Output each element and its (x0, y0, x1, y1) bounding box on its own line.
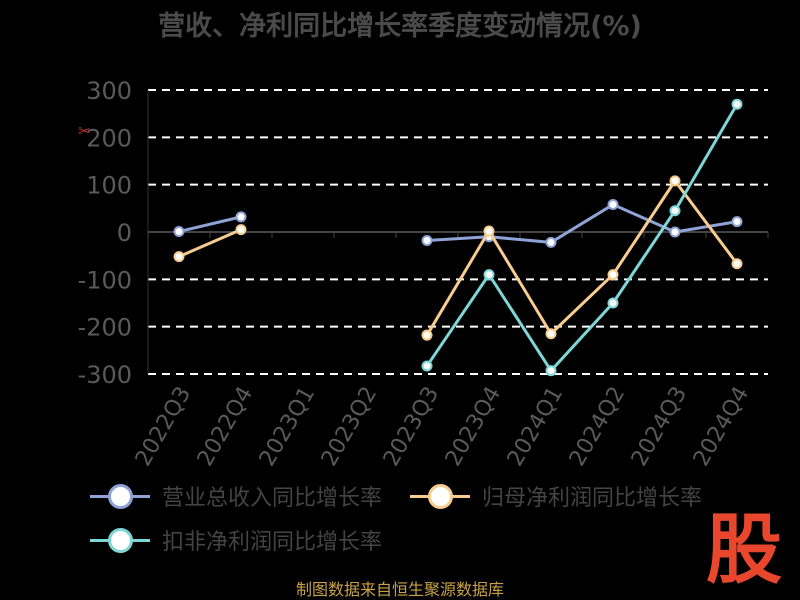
y-tick-label: -200 (78, 314, 132, 342)
y-tick-label: 300 (86, 77, 132, 105)
data-point (731, 98, 743, 110)
legend-label-revenue: 营业总收入同比增长率 (162, 486, 383, 511)
data-point (421, 235, 433, 247)
series-line (425, 103, 739, 373)
legend-marker-deducted-profit (90, 528, 150, 553)
data-point (235, 224, 247, 236)
data-point (669, 226, 681, 238)
series-line (426, 203, 738, 244)
data-point (483, 269, 495, 281)
data-point (669, 205, 681, 217)
x-tick-label: 2024Q4 (689, 383, 754, 471)
y-tick-label: 100 (86, 172, 132, 200)
x-tick-label: 2022Q4 (193, 383, 258, 471)
series-1 (173, 175, 743, 341)
data-point (545, 236, 557, 248)
legend-item-net-profit[interactable]: 归母净利润同比增长率 (410, 480, 702, 512)
x-tick-label: 2024Q3 (627, 383, 692, 471)
data-point (607, 199, 619, 211)
y-tick-label: 0 (117, 219, 132, 247)
x-tick-label: 2024Q2 (565, 383, 630, 471)
legend-marker-net-profit (410, 484, 470, 509)
legend-item-revenue[interactable]: 营业总收入同比增长率 (90, 480, 382, 512)
y-tick-label: 200 (86, 124, 132, 152)
data-source-note: 制图数据来自恒生聚源数据库 (295, 580, 504, 599)
x-tick-label: 2023Q1 (255, 383, 320, 471)
series-2 (421, 98, 743, 377)
x-tick-label: 2023Q3 (379, 383, 444, 471)
x-tick-label: 2022Q3 (131, 383, 196, 471)
data-point (607, 269, 619, 281)
series-line (178, 215, 242, 233)
legend-item-deducted-profit[interactable]: 扣非净利润同比增长率 (90, 524, 382, 556)
zoom-icon[interactable]: ✂ (78, 122, 91, 140)
x-tick-label: 2023Q4 (441, 383, 506, 471)
legend-label-deducted-profit: 扣非净利润同比增长率 (162, 530, 383, 555)
data-point (545, 365, 557, 377)
data-point (669, 175, 681, 187)
x-tick-label: 2024Q1 (503, 383, 568, 471)
x-tick-label: 2023Q2 (317, 383, 382, 471)
data-point (483, 225, 495, 237)
series-line (178, 228, 242, 258)
data-point (421, 360, 433, 372)
data-point (235, 211, 247, 223)
y-tick-label: -300 (78, 361, 132, 389)
series-0 (173, 199, 743, 248)
brand-logo: 股 (706, 505, 782, 594)
legend-marker-revenue (90, 484, 150, 509)
chart-title: 营收、净利同比增长率季度变动情况(%) (158, 11, 642, 42)
series-layer (173, 98, 743, 377)
data-point (173, 251, 185, 263)
data-point (607, 297, 619, 309)
data-point (421, 329, 433, 341)
data-point (731, 216, 743, 228)
data-point (731, 258, 743, 270)
axis-layer: 300 200 100 0 -100 -200 -3002022Q32022Q42023Q1… (78, 77, 769, 471)
series-line (425, 179, 739, 336)
legend-label-net-profit: 归母净利润同比增长率 (482, 486, 703, 511)
data-point (173, 226, 185, 238)
data-point (545, 328, 557, 340)
y-tick-label: -100 (78, 266, 132, 294)
grid-layer (148, 89, 768, 375)
